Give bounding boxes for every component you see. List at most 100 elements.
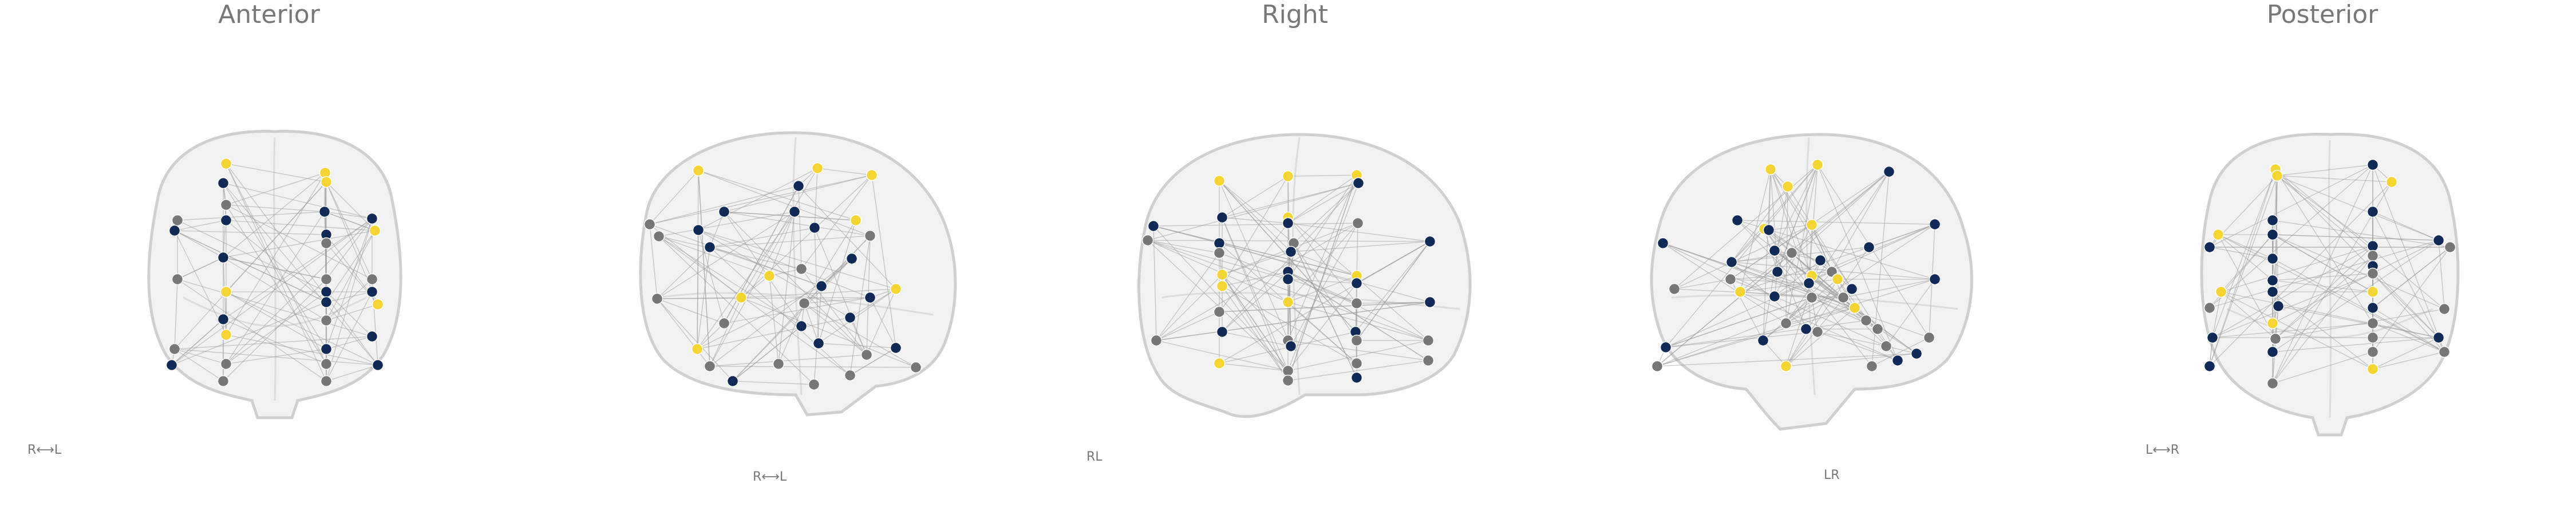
brain-node — [217, 375, 230, 387]
edge — [326, 291, 373, 382]
edge — [698, 170, 856, 221]
edge — [1817, 331, 1887, 347]
edge — [658, 236, 770, 276]
posterior-view — [2200, 132, 2460, 437]
orientation-label-left-oblique: LR — [1824, 468, 1840, 482]
brain-node — [890, 342, 902, 354]
edge — [1785, 224, 1935, 324]
edge — [657, 298, 733, 382]
brain-node — [2366, 346, 2379, 358]
edge — [657, 247, 710, 299]
edge — [1153, 225, 1157, 341]
edge — [1871, 337, 1930, 367]
edge — [1222, 274, 1289, 371]
edge — [1662, 243, 1775, 297]
edge — [1147, 240, 1289, 371]
brain-node — [2432, 234, 2445, 247]
edge — [226, 334, 378, 366]
edge — [1222, 217, 1289, 381]
edge — [2275, 245, 2373, 339]
edge — [1222, 286, 1289, 381]
edge — [174, 348, 378, 366]
brain-node — [1910, 347, 1923, 360]
brain-node — [1768, 244, 1781, 257]
edge — [226, 211, 325, 365]
brain-node — [1837, 291, 1850, 304]
edge — [1287, 271, 1429, 361]
brain-node — [1350, 297, 1363, 310]
edge — [1740, 291, 1898, 361]
brain-node — [2385, 176, 2398, 188]
edge — [2272, 337, 2439, 352]
edge — [1222, 274, 1289, 381]
brain-node — [1216, 280, 1228, 292]
edge — [1290, 223, 1358, 347]
brain-node — [1660, 341, 1672, 354]
edge — [1737, 220, 1812, 298]
edge — [741, 288, 896, 298]
brain-outline — [639, 131, 957, 417]
edge — [1219, 180, 1291, 252]
edge — [709, 227, 815, 248]
brain-node — [1282, 365, 1294, 377]
edge — [813, 286, 822, 385]
brain-node — [1763, 224, 1775, 236]
brain-node — [866, 169, 878, 181]
brain-node — [2212, 228, 2225, 241]
edge — [2218, 234, 2276, 339]
brain-node — [2366, 249, 2379, 262]
brain-node — [2432, 331, 2445, 344]
edge — [2372, 307, 2445, 352]
edge — [649, 224, 658, 299]
brain-node — [1757, 334, 1769, 347]
edge — [2277, 164, 2373, 176]
edge — [223, 218, 373, 320]
edge — [709, 211, 725, 248]
edge — [741, 275, 770, 298]
edge — [2372, 351, 2445, 370]
brain-node — [1657, 237, 1669, 249]
brain-node — [2366, 205, 2379, 218]
connectivity-edges — [2209, 164, 2451, 384]
edge — [1843, 279, 1935, 298]
brain-node — [1213, 237, 1226, 249]
edge — [1287, 175, 1357, 381]
edge — [698, 168, 818, 231]
edge — [1287, 360, 1429, 381]
brain-node — [220, 157, 232, 170]
edge — [1657, 288, 1852, 367]
edge — [1770, 169, 1812, 276]
brain-node — [2438, 346, 2451, 358]
edge — [2277, 175, 2439, 241]
edge — [649, 175, 872, 225]
brain-node — [2206, 331, 2219, 344]
edge — [1287, 183, 1359, 224]
brain-node — [846, 252, 858, 265]
edge — [1817, 331, 1898, 361]
brain-node — [795, 263, 808, 275]
right-lateral-view — [1137, 133, 1472, 418]
edge — [326, 336, 373, 350]
edge — [778, 303, 805, 365]
connectivity-edges — [1657, 164, 1935, 367]
edge — [226, 204, 325, 212]
edge — [1287, 283, 1357, 371]
brain-node — [372, 298, 384, 311]
brain-node — [1923, 331, 1935, 344]
brain-node — [2266, 228, 2279, 241]
edge — [1287, 175, 1357, 224]
edge — [326, 291, 373, 337]
edge — [2438, 240, 2445, 310]
edge — [1737, 220, 1935, 225]
edge — [2277, 175, 2373, 256]
brain-node — [220, 199, 232, 211]
brain-node — [1871, 323, 1884, 335]
edge — [226, 220, 327, 303]
brain-node — [1352, 217, 1364, 229]
edge — [1287, 217, 1357, 304]
edge — [2372, 273, 2439, 338]
edge — [1785, 164, 1818, 324]
edge — [226, 204, 327, 365]
edge — [1774, 224, 1812, 297]
edge — [223, 279, 327, 382]
